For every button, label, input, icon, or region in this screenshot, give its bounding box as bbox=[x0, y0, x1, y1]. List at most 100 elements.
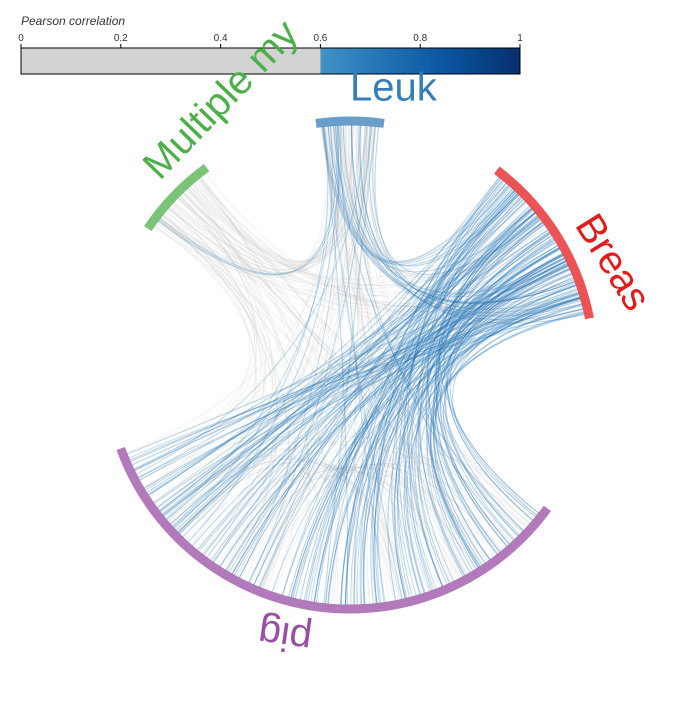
chord-link bbox=[159, 217, 275, 570]
chord-link bbox=[292, 299, 582, 599]
chord-link bbox=[177, 207, 532, 533]
chord-link bbox=[129, 292, 580, 461]
chord-link bbox=[263, 463, 514, 590]
chord-link bbox=[321, 126, 515, 265]
chord-link bbox=[159, 182, 507, 512]
chord-link bbox=[321, 126, 524, 532]
chord-link bbox=[186, 463, 431, 592]
chord-link bbox=[182, 247, 561, 538]
chord-link bbox=[173, 237, 554, 529]
chord-link bbox=[433, 221, 544, 553]
chord-link bbox=[171, 204, 577, 312]
chord-link bbox=[233, 125, 332, 576]
chord-link bbox=[334, 125, 578, 308]
chord-link bbox=[419, 209, 534, 577]
chord-link bbox=[353, 125, 371, 605]
chord-link bbox=[434, 264, 569, 561]
chord-link bbox=[334, 125, 525, 531]
chord-link bbox=[337, 125, 547, 278]
chord-link bbox=[345, 273, 573, 606]
chord-link bbox=[178, 199, 525, 534]
chord-link bbox=[177, 197, 512, 543]
chord-link bbox=[364, 125, 469, 575]
colorbar-gray-segment bbox=[21, 48, 321, 74]
chord-link bbox=[371, 126, 523, 533]
group-label-leuk: Leuk bbox=[350, 66, 438, 110]
chord-link bbox=[340, 125, 583, 317]
chord-link bbox=[203, 470, 318, 602]
chord-link bbox=[175, 216, 539, 531]
chord-link bbox=[199, 177, 309, 599]
chord-link bbox=[350, 124, 515, 541]
chord-link bbox=[195, 180, 537, 518]
chord-link bbox=[160, 441, 531, 525]
chord-link bbox=[365, 125, 580, 311]
chord-link bbox=[347, 124, 430, 592]
chord-link bbox=[325, 191, 517, 604]
chord-link bbox=[437, 211, 536, 537]
chord-link bbox=[231, 258, 566, 575]
chord-link bbox=[156, 222, 257, 521]
chord-link bbox=[235, 475, 401, 600]
chord-link bbox=[139, 437, 489, 562]
chord-link bbox=[238, 197, 523, 579]
chord-link bbox=[165, 203, 528, 287]
chord-link bbox=[161, 215, 289, 587]
chord-link bbox=[353, 297, 581, 606]
colorbar-tick-label: 0 bbox=[18, 33, 24, 44]
chord-link bbox=[315, 208, 533, 603]
chord-link bbox=[189, 125, 361, 264]
chord-link bbox=[192, 124, 354, 262]
chord-link bbox=[233, 264, 569, 576]
group-arc-pig bbox=[116, 446, 552, 614]
chord-link bbox=[350, 232, 551, 606]
colorbar-tick-label: 0.4 bbox=[214, 33, 228, 44]
colorbar-tick-label: 1 bbox=[517, 33, 523, 44]
chord-link bbox=[225, 231, 551, 571]
chord-link bbox=[168, 207, 584, 324]
chord-link bbox=[366, 125, 577, 306]
chord-link bbox=[181, 125, 373, 537]
chord-link bbox=[219, 468, 461, 579]
chord-link bbox=[199, 177, 580, 314]
chord-link bbox=[186, 188, 273, 555]
chord-link bbox=[231, 257, 565, 575]
chord-link bbox=[356, 125, 515, 541]
chord-link bbox=[294, 456, 537, 599]
chord-link bbox=[238, 125, 340, 579]
group-arcs bbox=[116, 116, 594, 614]
chord-link bbox=[162, 308, 584, 516]
chord-link bbox=[157, 220, 551, 297]
chord-link bbox=[290, 247, 560, 598]
chord-link bbox=[342, 125, 567, 293]
chord-link bbox=[435, 212, 536, 545]
chord-link bbox=[299, 235, 553, 600]
chord-link bbox=[430, 304, 583, 572]
chord-link bbox=[191, 184, 558, 293]
chord-link bbox=[354, 125, 369, 605]
chord-link bbox=[443, 214, 540, 514]
chord-link bbox=[329, 125, 500, 554]
chord-link bbox=[366, 474, 476, 605]
chord-link bbox=[363, 125, 530, 525]
chord-link bbox=[321, 126, 468, 575]
chord-link bbox=[154, 225, 257, 525]
chord-link bbox=[162, 214, 338, 605]
chord-link bbox=[426, 312, 585, 576]
chord-link bbox=[357, 125, 486, 564]
chord-link bbox=[161, 265, 569, 515]
chord-link bbox=[143, 195, 258, 488]
chord-link bbox=[347, 124, 530, 270]
chord-link bbox=[236, 125, 369, 578]
chord-link bbox=[398, 191, 517, 595]
chord-link bbox=[177, 461, 409, 599]
chord-link bbox=[178, 191, 267, 534]
chord-link bbox=[406, 313, 585, 594]
chord-link bbox=[182, 192, 519, 280]
chord-link bbox=[320, 126, 547, 278]
chord-link bbox=[394, 252, 563, 599]
chord-link bbox=[134, 437, 403, 600]
chord-link bbox=[397, 238, 555, 597]
chord-link bbox=[168, 125, 337, 271]
chord-link bbox=[159, 218, 278, 574]
